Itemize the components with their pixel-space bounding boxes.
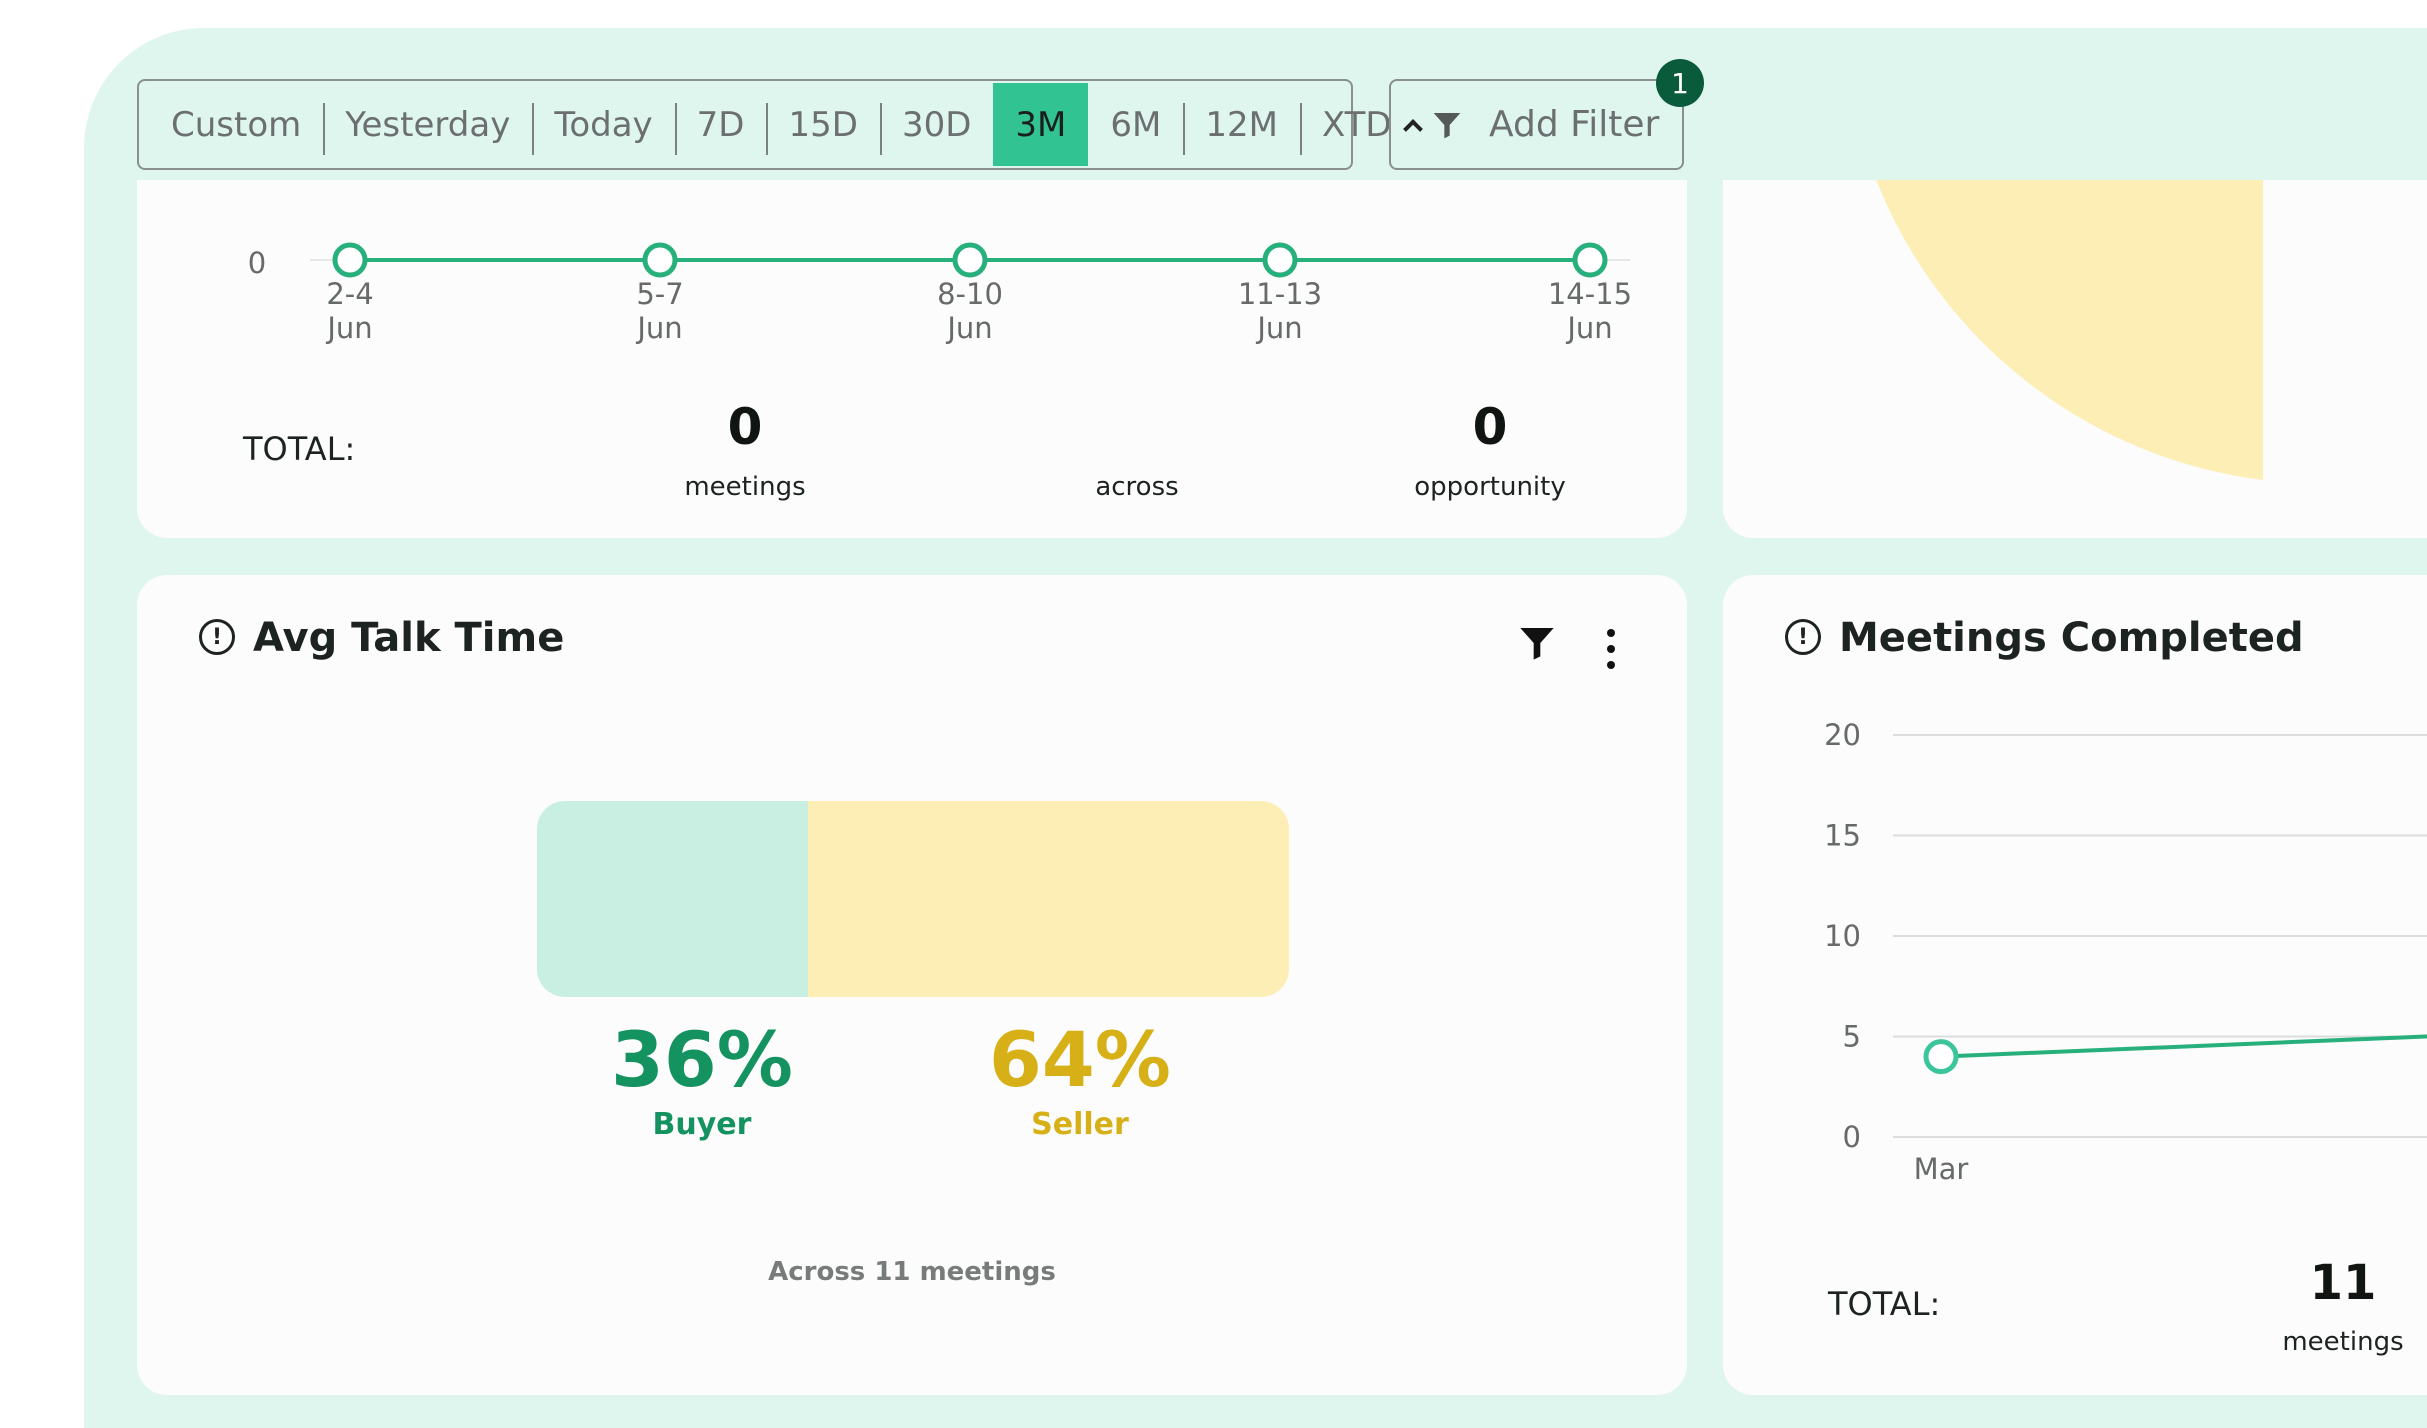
x-tick-label: Mar	[1914, 1152, 1969, 1186]
pie-slice-2	[1876, 180, 2263, 480]
data-point	[642, 242, 678, 278]
pie-chart-card	[1723, 180, 2427, 538]
pie-chart	[1876, 180, 2263, 480]
filter-icon	[1433, 112, 1461, 138]
buyer-segment	[537, 801, 808, 997]
talk-ratio-bar	[537, 801, 1289, 997]
across-label: across	[1095, 472, 1179, 502]
total-label: TOTAL:	[243, 430, 356, 468]
x-tick-label: 11-13 Jun	[1237, 277, 1323, 345]
total-label: TOTAL:	[1828, 1285, 1941, 1323]
seller-percentage: 64%	[989, 1015, 1171, 1104]
x-tick-label: 14-15 Jun	[1547, 277, 1633, 345]
range-6m[interactable]: 6M	[1110, 104, 1162, 145]
y-tick-label: 10	[1824, 919, 1861, 953]
info-icon[interactable]: !	[1785, 619, 1821, 655]
across-meetings-footer: Across 11 meetings	[768, 1257, 1056, 1287]
data-point	[952, 242, 988, 278]
meetings-completed-total-label: meetings	[2282, 1327, 2404, 1357]
meetings-timeline-card: 0 2-4 Jun 5-7 Jun 8-10 Jun 11-13 Jun 14-15 Jun TO…	[137, 180, 1687, 538]
avg-talk-time-title: Avg Talk Time	[253, 615, 565, 661]
filter-count-badge: 1	[1656, 59, 1704, 107]
x-tick-label: 2-4 Jun	[326, 277, 374, 345]
seller-segment	[807, 801, 1289, 997]
y-tick-label: 5	[1843, 1020, 1861, 1054]
info-icon[interactable]: !	[199, 619, 235, 655]
meetings-completed-card: ! Meetings Completed 20 15 10 5 0 Mar TOTAL: …	[1723, 575, 2427, 1395]
opportunity-total-value: 0	[1472, 398, 1508, 456]
buyer-percentage: 36%	[611, 1015, 793, 1104]
range-15d[interactable]: 15D	[766, 83, 879, 166]
range-custom[interactable]: Custom	[171, 104, 302, 145]
meetings-total-value: 0	[727, 398, 763, 456]
data-point	[332, 242, 368, 278]
range-xtd-label: XTD	[1321, 104, 1392, 145]
timeline-chart	[310, 242, 1630, 278]
meetings-total-label: meetings	[684, 472, 806, 502]
range-12m[interactable]: 12M	[1183, 83, 1300, 166]
meetings-completed-chart: 20 15 10 5 0 Mar	[1824, 718, 2427, 1186]
range-yesterday[interactable]: Yesterday	[323, 83, 532, 166]
range-xtd[interactable]: XTD	[1299, 83, 1442, 166]
series-line	[1940, 1034, 2427, 1059]
opportunity-total-label: opportunity	[1414, 472, 1566, 502]
y-tick-0: 0	[247, 246, 267, 280]
x-tick-label: 8-10 Jun	[937, 277, 1003, 345]
range-30d[interactable]: 30D	[879, 83, 993, 166]
more-options-icon[interactable]	[1607, 629, 1615, 669]
filter-icon[interactable]	[1517, 623, 1557, 663]
range-today[interactable]: Today	[532, 83, 674, 166]
meetings-completed-total-value: 11	[2309, 1255, 2377, 1311]
seller-label: Seller	[1031, 1107, 1129, 1142]
range-7d[interactable]: 7D	[674, 83, 767, 166]
add-filter-label: Add Filter	[1489, 104, 1660, 145]
y-tick-label: 20	[1824, 718, 1861, 752]
add-filter-button[interactable]: Add Filter	[1389, 79, 1684, 170]
avg-talk-time-card: ! Avg Talk Time 36% Buyer 64% Seller Acr…	[137, 575, 1687, 1395]
buyer-label: Buyer	[652, 1107, 752, 1142]
meetings-completed-title: Meetings Completed	[1839, 615, 2304, 661]
range-3m[interactable]: 3M	[993, 83, 1089, 166]
data-point	[1572, 242, 1608, 278]
data-point	[1923, 1039, 1959, 1075]
data-point	[1262, 242, 1298, 278]
y-tick-label: 0	[1843, 1120, 1861, 1154]
y-tick-label: 15	[1824, 819, 1861, 853]
x-tick-label: 5-7 Jun	[636, 277, 684, 345]
date-range-selector: Custom Yesterday Today 7D 15D 30D 3M 6M …	[137, 79, 1423, 170]
